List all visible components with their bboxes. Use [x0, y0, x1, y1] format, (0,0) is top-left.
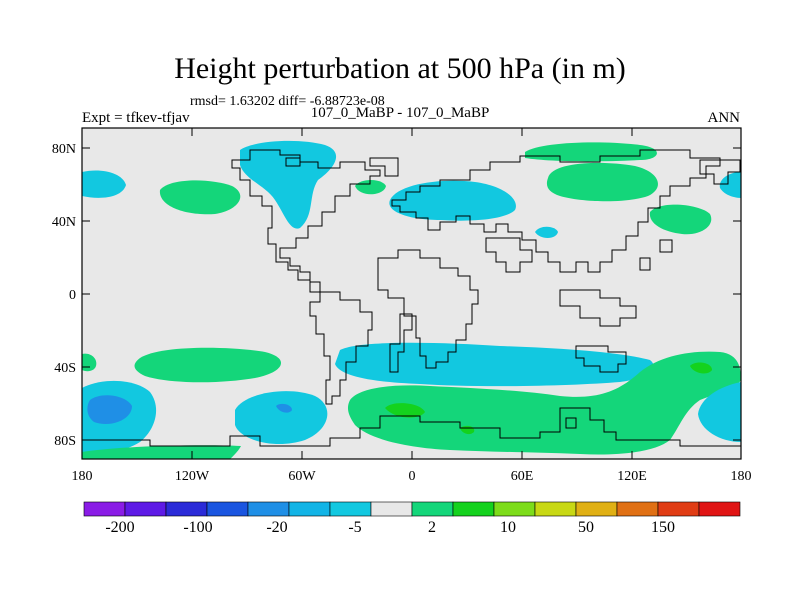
lon-label: 0 — [409, 469, 416, 484]
lon-label: 180 — [72, 469, 93, 484]
colorbar-label: -20 — [266, 519, 287, 536]
colorbar-label: 150 — [651, 519, 675, 536]
colorbar-swatch — [657, 501, 700, 517]
colorbar-swatch — [452, 501, 495, 517]
colorbar-swatch — [288, 501, 331, 517]
lat-label: 40N — [52, 215, 76, 230]
negative-anomaly-core — [276, 403, 292, 413]
colorbar-swatch — [493, 501, 536, 517]
positive-anomaly-region — [347, 351, 741, 455]
lat-label: 40S — [54, 361, 76, 376]
plot-title: Height perturbation at 500 hPa (in m) — [174, 52, 626, 85]
colorbar-swatch — [165, 501, 208, 517]
colorbar-swatch — [411, 501, 454, 517]
colorbar-swatch — [124, 501, 167, 517]
negative-anomaly-region — [235, 391, 328, 445]
positive-anomaly-region — [134, 347, 282, 383]
negative-anomaly-region — [240, 140, 337, 229]
positive-anomaly-region — [546, 162, 658, 202]
lon-label: 60W — [288, 469, 316, 484]
positive-anomaly-region — [82, 445, 241, 459]
colorbar-swatch — [247, 501, 290, 517]
colorbar-labels: -200 -100 -20 -5 2 10 50 150 — [105, 519, 675, 536]
negative-anomaly-region — [82, 170, 126, 198]
lon-label: 60E — [511, 469, 534, 484]
lon-label: 180 — [731, 469, 752, 484]
positive-anomaly-core — [690, 362, 712, 374]
lon-label: 120W — [175, 469, 210, 484]
colorbar — [83, 501, 741, 517]
colorbar-label: -200 — [105, 519, 134, 536]
colorbar-swatch — [370, 501, 413, 517]
colorbar-label: 10 — [500, 519, 516, 536]
colorbar-swatch — [206, 501, 249, 517]
contour-fields — [82, 140, 741, 459]
colorbar-label: -100 — [183, 519, 212, 536]
lat-ticks — [82, 147, 741, 441]
negative-anomaly-region — [535, 226, 558, 238]
colorbar-swatch — [329, 501, 372, 517]
colorbar-label: 2 — [428, 519, 436, 536]
lon-labels: 180 120W 60W 0 60E 120E 180 — [72, 469, 752, 484]
positive-anomaly-core — [385, 403, 425, 418]
period-label: 107_0_MaBP - 107_0_MaBP — [310, 105, 490, 121]
colorbar-label: -5 — [348, 519, 361, 536]
lat-label: 80S — [54, 434, 76, 449]
positive-anomaly-region — [525, 142, 657, 162]
colorbar-swatch — [83, 501, 126, 517]
colorbar-swatch — [698, 501, 741, 517]
lon-label: 120E — [617, 469, 647, 484]
colorbar-label: 50 — [578, 519, 594, 536]
positive-anomaly-region — [159, 180, 241, 215]
experiment-label: Expt = tfkev-tfjav — [82, 110, 190, 126]
lat-label: 80N — [52, 142, 76, 157]
stats-text: rmsd= 1.63202 diff= -6.88723e-08 — [190, 94, 385, 109]
colorbar-swatch — [575, 501, 618, 517]
negative-anomaly-core — [87, 395, 132, 425]
negative-anomaly-region — [698, 382, 741, 442]
lat-label: 0 — [69, 288, 76, 303]
positive-anomaly-region — [649, 204, 712, 235]
lat-labels: 80N 40N 0 40S 80S — [52, 142, 76, 449]
colorbar-swatch — [534, 501, 577, 517]
season-label: ANN — [707, 110, 741, 126]
negative-anomaly-region — [719, 172, 741, 198]
lon-ticks — [81, 128, 633, 459]
negative-anomaly-region — [389, 180, 516, 221]
negative-anomaly-region — [335, 342, 654, 387]
coastlines — [82, 149, 741, 447]
colorbar-swatch — [616, 501, 659, 517]
